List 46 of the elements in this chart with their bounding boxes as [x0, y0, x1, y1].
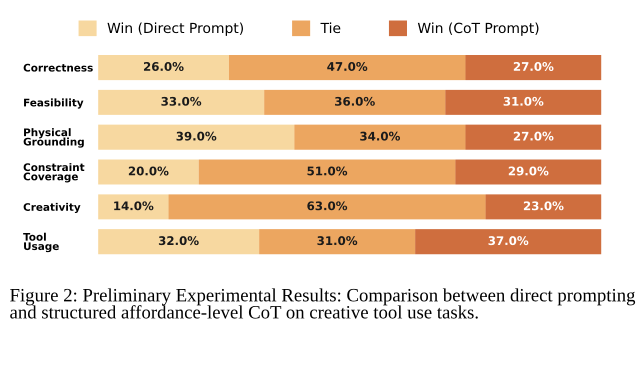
data-label: 47.0% — [327, 62, 368, 71]
y-tick-label: Feasibility — [24, 98, 84, 109]
y-tick-label: Correctness — [24, 64, 93, 72]
bar — [198, 159, 456, 185]
data-label: 51.0% — [308, 166, 348, 176]
data-label: 27.0% — [514, 62, 554, 71]
data-label: 32.0% — [158, 236, 199, 246]
y-tick-label: Tool Usage — [23, 232, 59, 252]
bar — [455, 159, 602, 185]
bar — [465, 124, 602, 150]
data-label: 36.0% — [335, 96, 375, 106]
bar — [98, 54, 229, 80]
bar — [98, 194, 169, 220]
bar — [259, 229, 416, 254]
caption: Figure 2: Preliminary Experimental Results: Comparison between direct prompting and structured affordance-level CoT on creative tool use tasks. — [10, 288, 636, 319]
data-label: 63.0% — [307, 201, 348, 210]
data-label: 39.0% — [176, 132, 216, 141]
data-label: 31.0% — [317, 236, 358, 246]
data-label: 37.0% — [488, 236, 528, 246]
data-label: 33.0% — [161, 96, 202, 106]
data-label: 31.0% — [504, 96, 544, 106]
data-label: 14.0% — [114, 201, 154, 210]
bar — [98, 229, 260, 254]
bar — [415, 229, 602, 254]
legend-label: Tie — [320, 22, 340, 34]
bar — [98, 90, 264, 115]
y-tick-label: Physical Grounding — [24, 128, 84, 148]
bar — [98, 124, 294, 150]
bar — [465, 54, 602, 80]
data-label: 20.0% — [128, 166, 169, 176]
bar — [228, 54, 466, 80]
data-label: 23.0% — [524, 201, 564, 210]
bar — [98, 159, 199, 185]
bar — [168, 194, 486, 220]
bar — [445, 90, 602, 115]
data-label: 26.0% — [144, 62, 184, 71]
bar — [264, 90, 446, 115]
data-label: 29.0% — [508, 166, 548, 176]
bar — [294, 124, 466, 150]
bar — [486, 194, 602, 220]
legend-label: Win (Direct Prompt) — [107, 22, 243, 36]
legend-label: Win (CoT Prompt) — [418, 22, 538, 36]
data-label: 27.0% — [514, 132, 554, 141]
y-tick-label: Constraint Coverage — [24, 163, 84, 183]
y-tick-label: Creativity — [24, 202, 80, 214]
data-label: 34.0% — [360, 132, 400, 141]
